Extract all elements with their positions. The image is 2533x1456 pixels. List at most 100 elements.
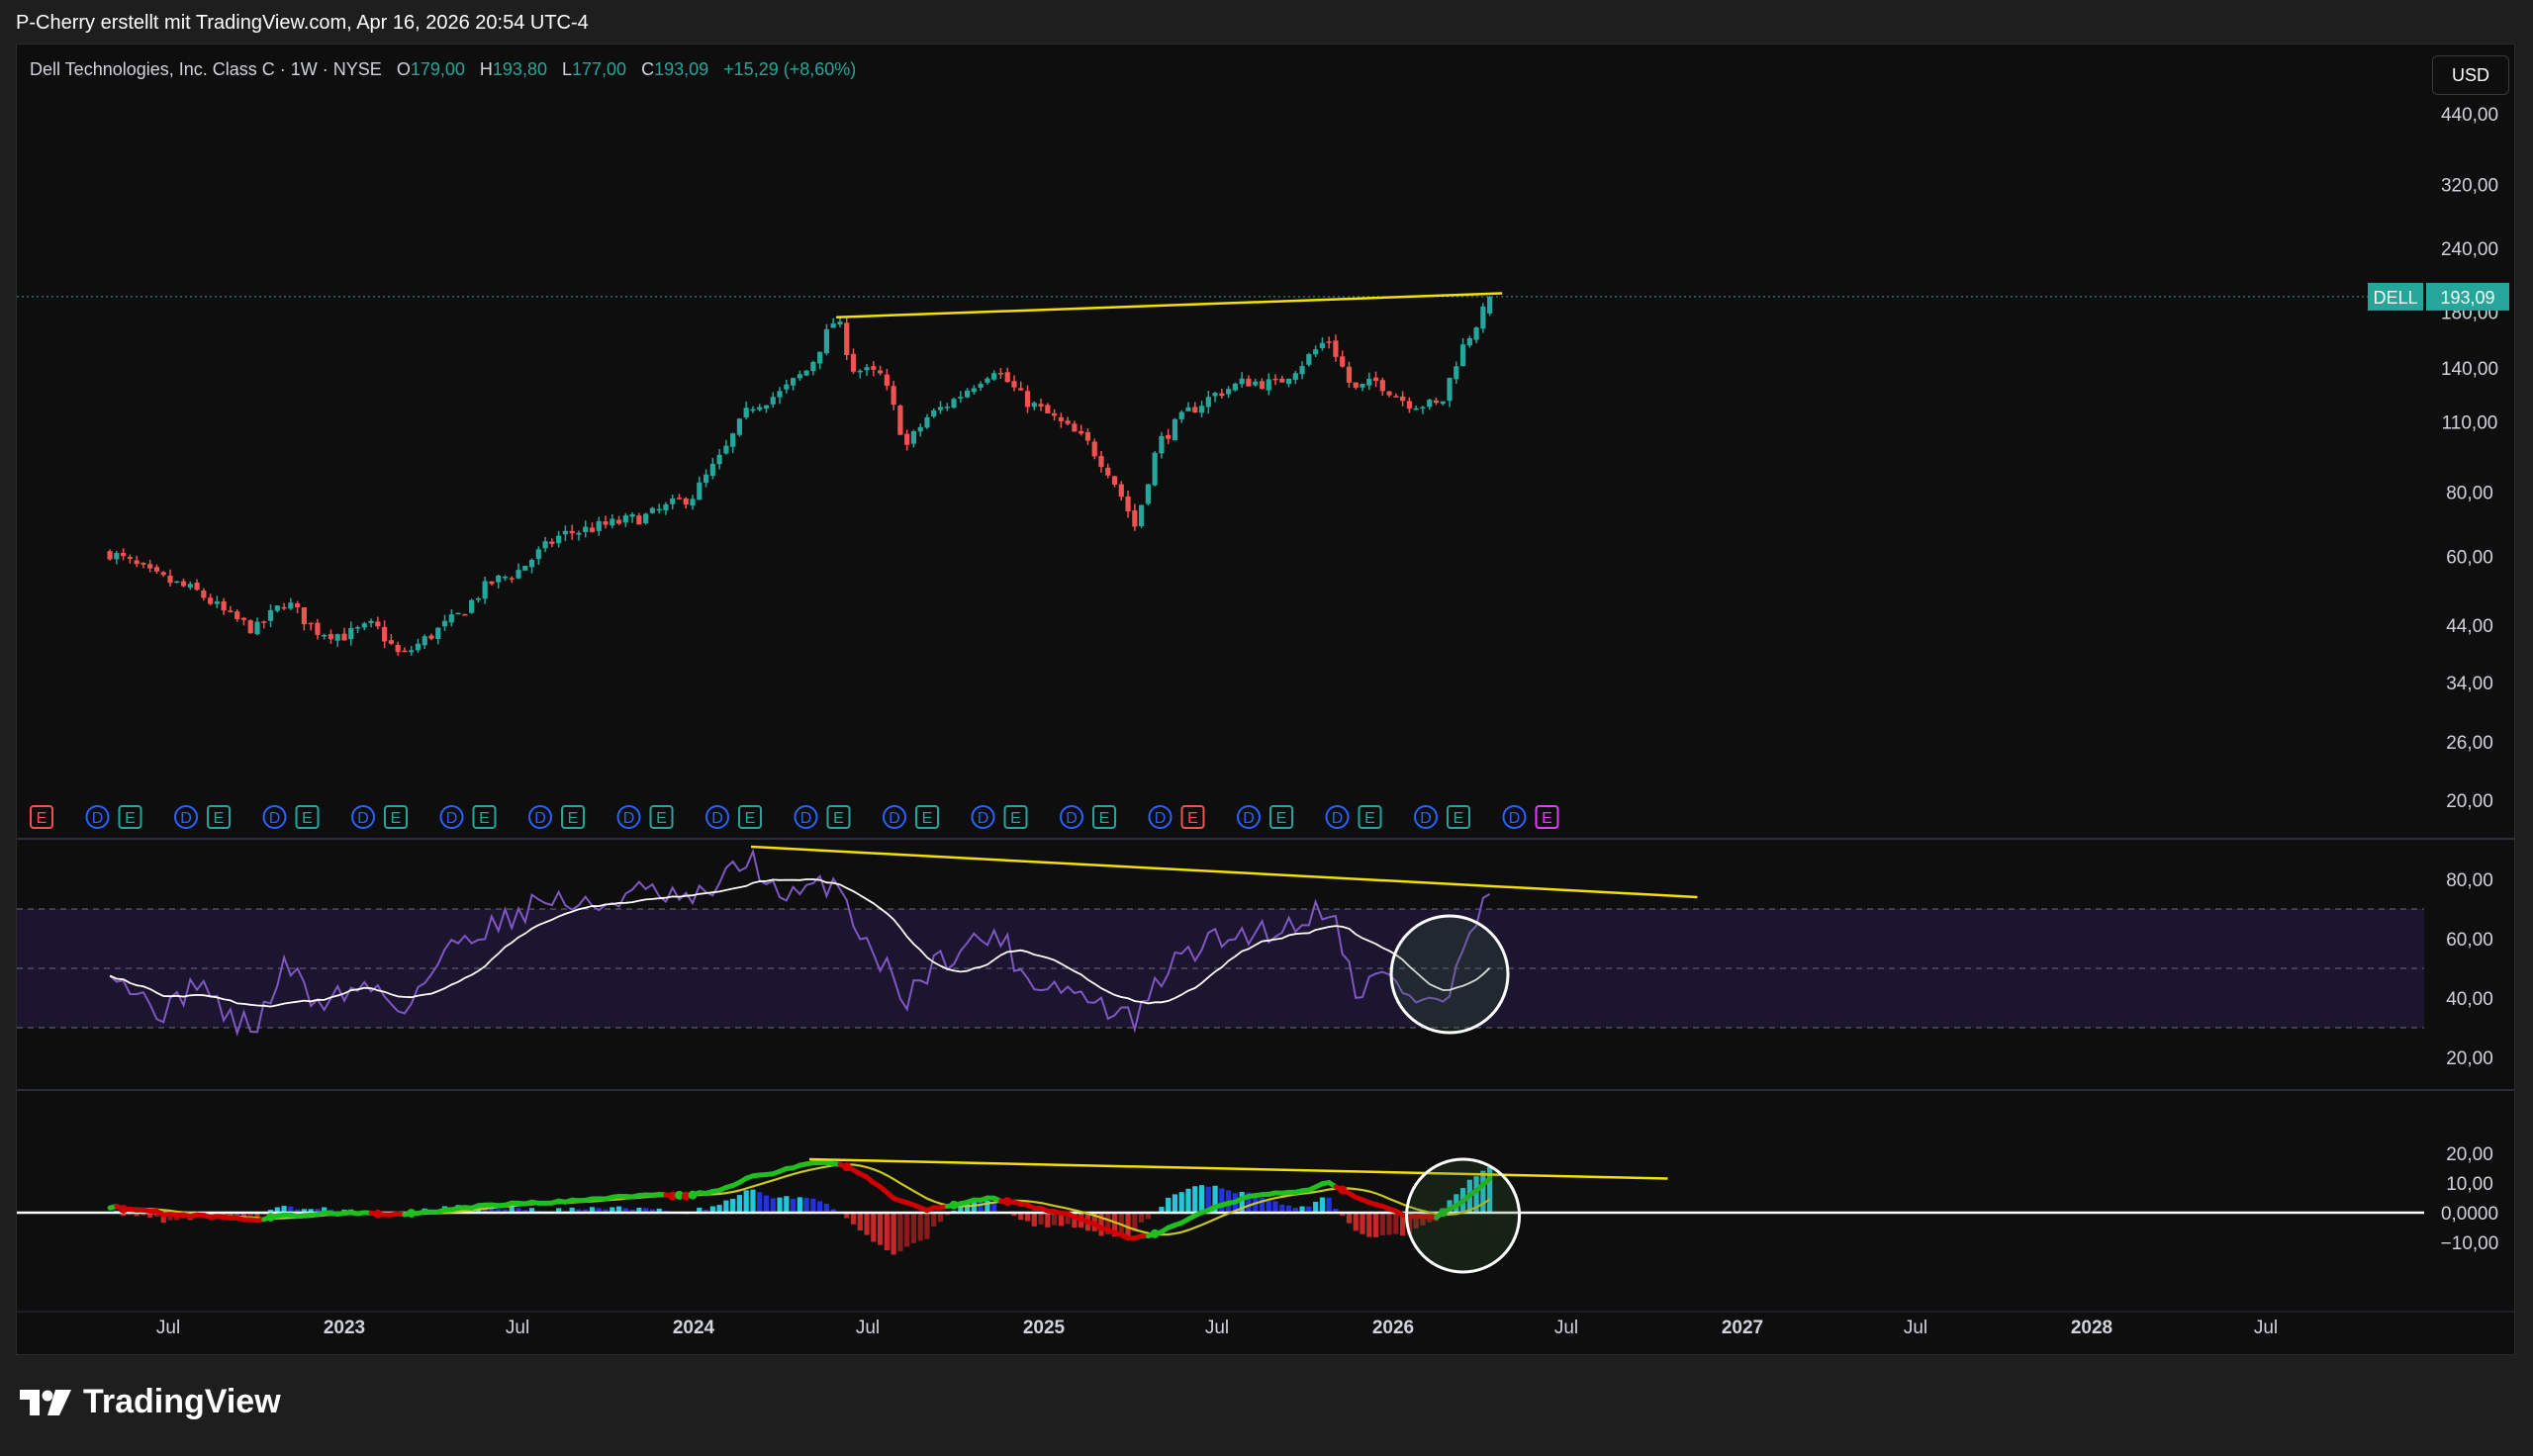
price-candle — [448, 614, 454, 623]
chart-svg[interactable]: E D E D E D E D E D E D E D E D E D E D E D E D E D E D E D E D E D E 440,0… — [0, 0, 2533, 1365]
price-candle — [1427, 400, 1433, 408]
earnings-icon-box — [1535, 805, 1559, 829]
macd-histogram-bar — [723, 1200, 729, 1213]
price-candle — [964, 390, 971, 398]
price-candle — [985, 378, 990, 383]
rsi-axis-label: 60,00 — [2446, 930, 2493, 951]
price-candle — [656, 508, 662, 511]
earnings-icon-box — [295, 805, 320, 829]
macd-axis-label: −10,00 — [2441, 1233, 2499, 1254]
price-candle — [971, 388, 977, 393]
price-candle — [1480, 306, 1486, 329]
price-candle — [569, 530, 575, 534]
price-candle — [1232, 383, 1238, 391]
earnings-icon: E — [915, 805, 939, 829]
event-icon-letter: E — [391, 810, 402, 827]
macd-histogram-bar — [301, 1209, 307, 1213]
price-candle — [127, 557, 133, 559]
event-icon-letter: D — [180, 810, 192, 827]
price-candle — [743, 408, 749, 418]
macd-histogram-bar — [844, 1213, 850, 1219]
macd-histogram-bar — [322, 1207, 328, 1213]
price-candle — [697, 482, 703, 500]
price-candle — [187, 584, 193, 588]
earnings-icon-box — [472, 805, 497, 829]
price-candle — [877, 370, 884, 374]
price-candle — [455, 612, 461, 615]
chart-frame[interactable] — [16, 44, 2515, 1355]
tradingview-logo[interactable]: TradingView — [18, 1383, 281, 1421]
macd-histogram-bar — [1192, 1186, 1198, 1213]
earnings-icon-box — [1092, 805, 1116, 829]
macd-histogram-bar — [160, 1213, 166, 1224]
macd-histogram-bar — [904, 1213, 910, 1247]
macd-axis-label: 20,00 — [2446, 1144, 2493, 1165]
tradingview-logo-icon — [20, 1389, 71, 1415]
price-candle — [709, 463, 715, 477]
price-candle — [261, 621, 267, 623]
dividend-icon: D — [1502, 805, 1527, 829]
rsi-axis-label: 80,00 — [2446, 870, 2493, 891]
price-candle — [147, 564, 153, 569]
price-candle — [750, 409, 756, 411]
price-candle — [1212, 393, 1218, 397]
rsi-axis: 80,00 60,00 40,00 20,00 — [2446, 870, 2493, 1069]
time-axis-label: Jul — [1205, 1318, 1229, 1338]
price-candle — [1091, 441, 1097, 457]
price-candle — [884, 374, 890, 387]
earnings-icon: E — [472, 805, 497, 829]
price-candle — [716, 454, 722, 465]
dividend-icon-circle — [794, 805, 818, 829]
price-candle — [864, 367, 870, 371]
rsi-line — [109, 848, 1491, 1038]
earnings-icon-box — [30, 805, 53, 829]
price-candle — [281, 606, 287, 609]
price-candle — [1166, 434, 1172, 439]
price-candle — [1353, 382, 1359, 388]
price-candle — [1045, 405, 1051, 413]
macd-histogram-bar — [1292, 1208, 1298, 1213]
time-axis: Jul 2023 Jul 2024 Jul 2025 Jul 2026 Jul 2027 Jul 20… — [156, 1318, 2278, 1338]
earnings-icon: E — [295, 805, 320, 829]
price-candle — [402, 650, 408, 653]
event-icon-letter: E — [1542, 810, 1552, 827]
price-candle — [562, 530, 569, 535]
macd-histogram-bar — [1266, 1201, 1271, 1213]
price-candle — [676, 498, 683, 500]
dividend-icon-circle — [1414, 805, 1438, 829]
price-candle — [254, 621, 260, 635]
price-candle — [810, 361, 816, 372]
price-candle — [784, 384, 790, 390]
macd-histogram-bar — [709, 1206, 715, 1213]
macd-histogram-bar — [596, 1208, 602, 1213]
close-label: C — [641, 59, 655, 79]
price-candle — [274, 605, 280, 611]
price-candle — [315, 622, 321, 635]
price-candle — [1205, 397, 1211, 408]
earnings-icon: E — [207, 805, 231, 829]
dividend-icon: D — [85, 805, 110, 829]
macd-histogram-bar — [1139, 1213, 1145, 1223]
price-candle — [542, 541, 548, 549]
price-candle — [1346, 366, 1353, 383]
price-axis-label: 440,00 — [2441, 105, 2498, 126]
price-candle — [174, 581, 180, 584]
earnings-icon-box — [561, 805, 585, 829]
macd-histogram-bar — [1052, 1213, 1058, 1226]
rsi-ma-line — [109, 878, 1491, 1008]
macd-histogram-bar — [274, 1207, 280, 1213]
price-candle — [844, 322, 850, 355]
price-candle — [388, 640, 394, 644]
price-candle — [475, 598, 481, 600]
macd-histogram-bar — [1259, 1197, 1266, 1213]
currency-button[interactable]: USD — [2432, 55, 2509, 95]
macd-histogram-bar — [1313, 1201, 1319, 1213]
price-candle — [1466, 337, 1472, 346]
symbol-label: Dell Technologies, Inc. Class C · 1W · N… — [30, 59, 382, 79]
macd-histogram-bar — [1239, 1191, 1245, 1213]
rsi-trendline — [750, 845, 1698, 899]
price-candle — [1473, 327, 1479, 340]
macd-cross-dot — [119, 1204, 129, 1214]
low-label: L — [561, 59, 572, 79]
price-candle — [462, 613, 468, 616]
